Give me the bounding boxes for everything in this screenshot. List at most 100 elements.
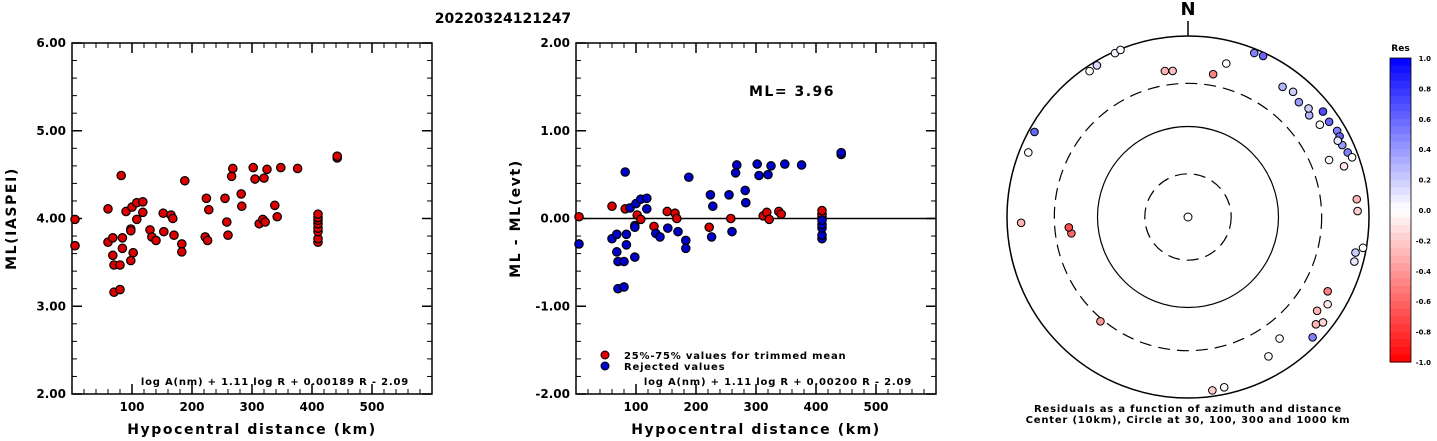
- data-point: [117, 233, 128, 243]
- station-residual-point: [1333, 136, 1343, 145]
- colorbar-segment: [1390, 225, 1411, 234]
- colorbar-segment: [1390, 88, 1411, 97]
- station-residual-point: [1278, 82, 1287, 92]
- colorbar-segment: [1390, 339, 1411, 348]
- colorbar-segment: [1390, 149, 1411, 158]
- station-residual-point: [1116, 45, 1125, 55]
- station-residual-point: [1323, 299, 1332, 309]
- data-point: [103, 204, 113, 214]
- colorbar-tick-label: -0.8: [1416, 329, 1431, 337]
- data-point: [292, 163, 303, 174]
- colorbar-tick-label: -0.6: [1416, 298, 1431, 306]
- colorbar-segment: [1390, 194, 1411, 203]
- station-residual-point: [1311, 320, 1321, 329]
- y-tick-label: 1.00: [540, 124, 570, 138]
- colorbar-segment: [1390, 331, 1411, 340]
- data-point: [151, 235, 161, 246]
- data-point: [236, 189, 246, 199]
- station-residual-point: [1294, 97, 1304, 107]
- data-point: [237, 201, 247, 212]
- data-point: [70, 214, 80, 225]
- colorbar-segment: [1390, 316, 1411, 325]
- x-tick-label: 300: [239, 400, 264, 414]
- station-residual-point: [1168, 66, 1177, 76]
- y-tick-label: 0.00: [540, 212, 570, 226]
- data-point: [730, 168, 741, 178]
- data-point: [725, 213, 736, 224]
- data-point: [226, 171, 237, 182]
- data-point: [275, 162, 286, 173]
- data-point: [117, 243, 128, 254]
- y-tick-label: 2.00: [36, 387, 66, 401]
- data-point: [727, 226, 737, 237]
- colorbar-frame: [1389, 57, 1412, 363]
- data-point: [177, 239, 187, 249]
- data-point: [159, 226, 169, 237]
- colorbar-segment: [1390, 172, 1411, 181]
- data-point: [704, 222, 714, 233]
- data-point: [177, 247, 187, 257]
- figure-title: 20220324121247: [435, 11, 571, 27]
- dashed-circle-300km: [1053, 82, 1323, 352]
- data-point: [169, 230, 179, 240]
- data-point: [611, 247, 622, 257]
- data-point: [607, 201, 617, 212]
- colorbar-segment: [1390, 293, 1411, 302]
- colorbar-tick-label: 0.4: [1419, 146, 1432, 154]
- data-point: [641, 204, 652, 214]
- x-tick-label: 300: [743, 400, 768, 414]
- data-point: [707, 201, 718, 212]
- colorbar-segment: [1390, 270, 1411, 279]
- y-tick-label: 2.00: [540, 36, 570, 50]
- colorbar-segment: [1390, 65, 1411, 74]
- data-point: [705, 190, 716, 200]
- colorbar-tick-label: 0.2: [1419, 177, 1432, 185]
- data-point: [332, 151, 342, 161]
- data-point: [108, 233, 118, 243]
- colorbar-segment: [1390, 202, 1411, 211]
- station-residual-point: [1358, 243, 1368, 253]
- colorbar-segment: [1390, 278, 1411, 287]
- x-tick-label: 400: [299, 400, 324, 414]
- data-point: [662, 206, 672, 217]
- data-point: [673, 226, 683, 237]
- data-point: [108, 250, 118, 261]
- data-point: [817, 205, 827, 216]
- data-point: [683, 172, 694, 183]
- colorbar-tick-label: -1.0: [1416, 359, 1431, 367]
- data-point: [126, 255, 136, 266]
- x-axis-label: Hypocentral distance (km): [631, 422, 881, 438]
- colorbar-segment: [1390, 118, 1411, 127]
- station-residual-point: [1064, 223, 1074, 232]
- x-tick-label: 100: [119, 400, 144, 414]
- station-residual-point: [1264, 352, 1273, 361]
- data-point: [574, 239, 584, 249]
- panel-ml-residual: -2.00 -1.00 0.00 1.00 2.00 100 200 300 400 500 Hyp…: [508, 36, 937, 438]
- data-point: [740, 197, 751, 208]
- data-point: [138, 197, 148, 207]
- y-tick-label: -1.00: [535, 299, 570, 313]
- colorbar-tick-label: 0.6: [1419, 116, 1432, 124]
- station-residual-point: [1208, 386, 1217, 395]
- data-point: [222, 217, 232, 227]
- colorbar-segment: [1390, 232, 1411, 241]
- data-point: [680, 235, 691, 246]
- colorbar-segment: [1390, 141, 1411, 150]
- y-tick-label: 6.00: [36, 36, 66, 50]
- data-point: [126, 225, 136, 236]
- colorbar-segment: [1390, 179, 1411, 188]
- colorbar-segment: [1390, 354, 1411, 363]
- center-marker: [1183, 212, 1193, 222]
- data-point: [817, 215, 827, 226]
- data-point: [706, 232, 717, 242]
- colorbar-segment: [1390, 111, 1411, 120]
- data-point: [629, 252, 640, 262]
- station-residual-point: [1339, 162, 1349, 171]
- data-point: [260, 217, 270, 227]
- station-residual-point: [1350, 257, 1359, 266]
- data-point: [138, 207, 148, 218]
- colorbar-tick-label: -0.4: [1416, 268, 1431, 276]
- data-point: [115, 260, 125, 270]
- data-point: [115, 284, 125, 295]
- data-point: [201, 193, 212, 204]
